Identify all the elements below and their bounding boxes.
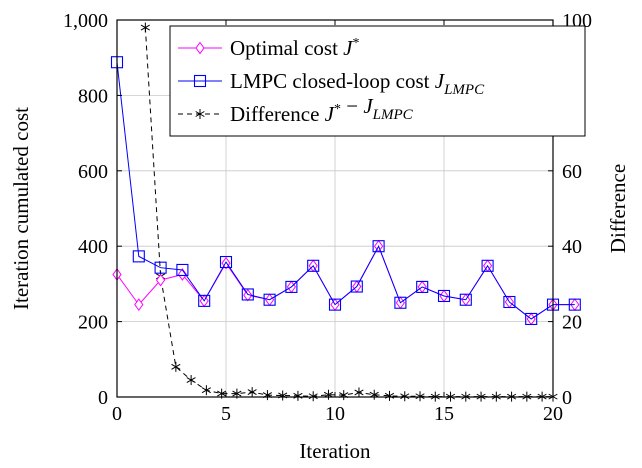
data-point [247, 387, 257, 398]
x-tick-label: 20 [543, 403, 563, 425]
data-point [171, 361, 181, 372]
x-tick-label: 0 [112, 403, 122, 425]
data-point [354, 387, 364, 398]
series-1 [110, 56, 581, 326]
data-point [176, 263, 189, 277]
y-tick-label: 800 [78, 85, 108, 107]
data-point [219, 255, 233, 269]
data-point [140, 22, 150, 33]
data-point [243, 288, 253, 302]
data-point [134, 298, 144, 311]
y2-tick-label: 60 [562, 161, 582, 183]
y-tick-label: 1,000 [63, 10, 108, 32]
y-tick-label: 200 [78, 312, 108, 334]
x-axis-title: Iteration [299, 439, 371, 463]
y2-tick-label: 0 [562, 387, 572, 409]
data-point [132, 250, 145, 263]
series-line [144, 27, 553, 397]
x-tick-label: 15 [434, 403, 454, 425]
data-point [155, 273, 166, 287]
y-tick-label: 0 [98, 387, 108, 409]
data-point [285, 280, 298, 293]
data-point [372, 240, 385, 253]
data-point [525, 312, 538, 326]
data-point [415, 391, 425, 402]
y2-tick-label: 40 [562, 236, 582, 258]
legend-box [169, 25, 586, 137]
x-tick-label: 5 [221, 403, 231, 425]
data-point [416, 280, 429, 293]
legend-swatch-marker [195, 109, 205, 119]
data-point [459, 293, 472, 306]
series-line [116, 245, 575, 320]
data-point [198, 294, 211, 307]
data-point [263, 293, 276, 306]
data-point [437, 289, 451, 303]
legend-label: Difference J* − JLMPC [230, 94, 414, 126]
data-point [177, 268, 188, 281]
legend-label: Optimal cost J* [230, 36, 359, 60]
data-point [201, 385, 211, 396]
legend-swatch-marker [193, 74, 207, 88]
y-axis-title: Iteration cumulated cost [9, 107, 33, 310]
data-point [503, 295, 516, 309]
y-tick-label: 600 [78, 161, 108, 183]
legend-label: LMPC closed-loop cost JLMPC [230, 69, 485, 98]
y2-axis-title: Difference [606, 164, 630, 253]
data-point [308, 391, 318, 402]
data-point [307, 259, 320, 272]
legend: Optimal cost J* LMPC closed-loop cost JLM… [169, 25, 586, 137]
data-point [394, 296, 407, 309]
data-point [481, 259, 494, 272]
data-point [241, 288, 254, 301]
x-tick-label: 10 [325, 403, 345, 425]
series-0 [112, 239, 580, 326]
data-point [400, 391, 410, 402]
data-point [568, 298, 581, 311]
data-point [154, 261, 167, 274]
series-layer [110, 22, 581, 402]
legend-items: Optimal cost J* LMPC closed-loop cost JLM… [178, 36, 485, 126]
data-point [350, 280, 363, 293]
series-line [116, 62, 575, 320]
data-point [186, 375, 196, 386]
legend-swatch-marker [195, 41, 205, 55]
data-point [328, 298, 342, 311]
y2-tick-label: 20 [562, 312, 582, 334]
y-tick-label: 400 [78, 236, 108, 258]
